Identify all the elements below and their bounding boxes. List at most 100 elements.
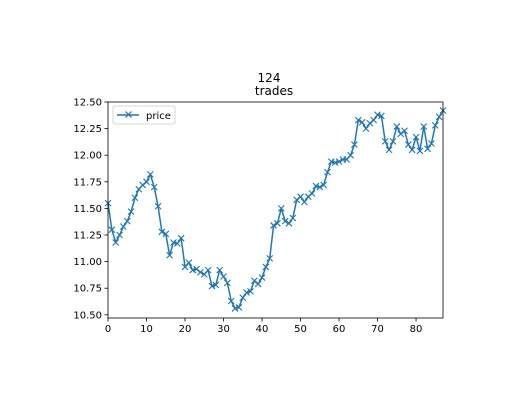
data-point-marker [331,159,339,167]
data-point-marker [239,294,247,302]
data-point-marker [243,289,251,296]
y-tick-label: 12.00 [73,151,102,162]
data-point-marker [120,223,127,230]
data-point-marker [127,208,135,215]
data-point-marker [116,231,123,239]
data-point-marker [108,226,116,234]
data-point-marker [204,266,212,274]
data-point-marker [416,147,424,155]
data-point-marker [362,125,370,132]
data-point-marker [308,190,316,197]
data-point-marker [420,123,428,130]
x-tick-label: 40 [256,324,269,335]
data-point-marker [223,279,231,287]
data-point-marker [320,181,328,189]
data-point-marker [212,281,220,289]
data-point-marker [262,263,270,271]
x-tick-label: 50 [294,324,307,335]
data-point-marker [146,170,154,178]
data-point-marker [385,146,393,154]
data-point-marker [235,303,243,311]
data-point-marker [274,219,281,227]
data-point-marker [231,305,239,312]
data-point-marker [216,266,224,274]
legend-box [112,105,176,125]
axes-frame [107,101,444,319]
x-tick-label: 10 [140,324,153,335]
data-point-marker [220,273,227,280]
data-point-marker [112,239,120,246]
data-point-marker [166,251,173,259]
data-point-marker [374,111,381,119]
data-point-marker [351,141,358,148]
data-point-marker [381,137,389,145]
data-point-marker [150,183,158,191]
series-line-price [107,110,444,310]
data-point-marker [185,259,193,267]
plot-area [104,101,447,319]
x-tick-label: 60 [333,324,346,335]
data-point-marker [312,182,320,190]
x-tick-label: 0 [105,324,111,335]
legend-marker-price [125,111,132,118]
y-tick-label: 11.00 [73,257,102,268]
y-tick-label: 11.25 [73,231,102,242]
x-axis: 0 10 20 30 40 50 60 70 80 [105,318,423,335]
data-point-marker [154,202,162,210]
data-point-marker [408,146,416,154]
data-point-marker [370,116,378,124]
data-point-marker [131,194,139,202]
x-tick-label: 80 [410,324,423,335]
data-point-marker [431,122,439,129]
y-tick-label: 11.50 [73,204,102,215]
data-point-marker [404,141,412,148]
y-tick-label: 12.25 [73,124,102,135]
data-point-marker [254,280,262,288]
data-point-marker [289,214,297,222]
data-point-marker [177,234,185,242]
data-point-marker [424,145,431,153]
data-point-marker [412,133,420,141]
data-point-marker [281,217,289,225]
data-point-marker [143,178,150,186]
data-point-marker [324,168,331,176]
data-point-marker [162,230,170,238]
data-point-marker [277,205,285,212]
y-axis: 10.50 10.75 11.00 11.25 11.50 11.75 12.00 12.25… [73,98,108,321]
data-point-marker [378,112,385,120]
data-point-marker [300,198,308,206]
legend: price [112,105,176,125]
y-tick-label: 10.50 [73,310,102,321]
data-point-marker [393,123,401,130]
x-tick-label: 20 [179,324,192,335]
data-point-marker [435,113,443,121]
data-point-marker [358,118,366,126]
data-point-marker [347,151,354,159]
data-point-marker [266,255,274,262]
data-point-marker [158,228,166,236]
data-point-marker [335,158,343,165]
data-point-marker [297,193,304,201]
data-point-marker [389,137,397,145]
data-point-marker [227,297,235,305]
data-point-marker [316,183,324,191]
y-tick-label: 12.50 [73,98,102,109]
data-point-marker [208,282,216,290]
chart-title-line-2: trades [255,84,293,98]
data-point-marker [285,219,293,227]
data-point-marker [123,217,131,225]
x-tick-label: 30 [217,324,230,335]
chart-title-line-1: 124 [258,71,281,85]
y-tick-label: 10.75 [73,284,102,295]
data-point-marker [173,240,181,247]
series-layer [104,107,447,312]
data-point-marker [170,239,177,246]
data-point-marker [354,116,362,124]
data-point-marker [189,266,197,274]
data-point-marker [428,140,435,147]
x-tick-label: 70 [371,324,384,335]
data-point-marker [258,274,266,281]
data-point-marker [197,268,204,276]
